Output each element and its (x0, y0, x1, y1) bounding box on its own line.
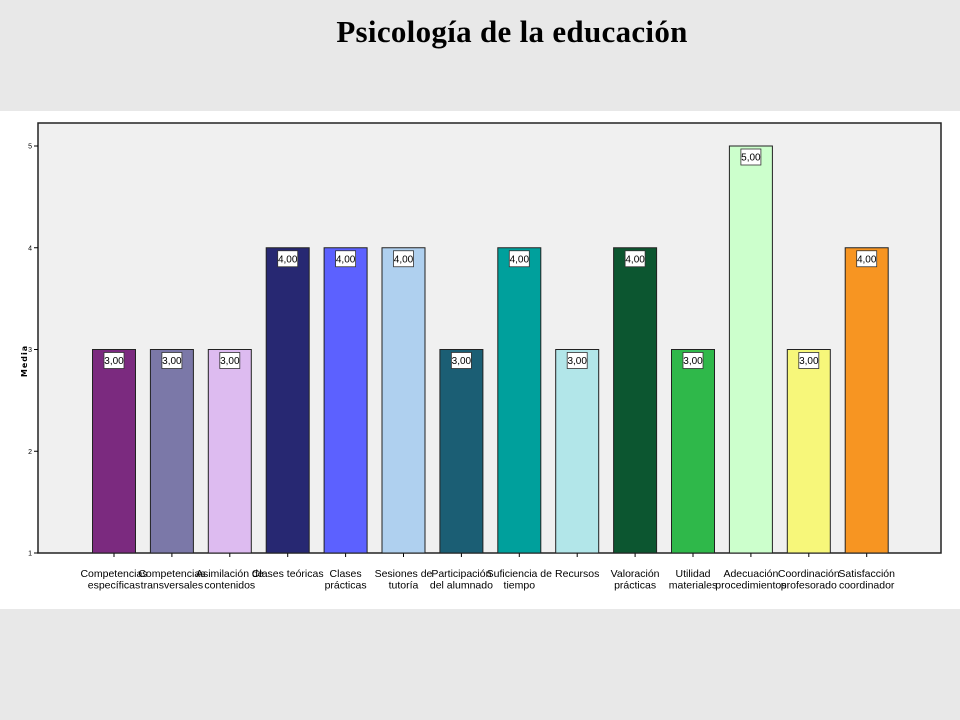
value-label-box (566, 352, 588, 369)
value-label-box (219, 352, 241, 369)
bar (728, 145, 773, 554)
category-label: Sesiones de tutoría (375, 568, 433, 592)
bar (207, 349, 252, 554)
y-tick-label: 5 (28, 144, 32, 151)
y-axis-label: Media (20, 345, 29, 377)
bar-chart: 1 2 3 4 5 3,00 Competencias específicas 3,00 Com… (20, 122, 942, 592)
value-label: 4,00 (394, 254, 414, 265)
bar (613, 247, 658, 554)
value-label: 3,00 (683, 356, 703, 367)
value-label: 4,00 (857, 254, 877, 265)
category-label: Competencias transversales (138, 568, 205, 592)
value-label: 4,00 (625, 254, 645, 265)
value-label-box (335, 250, 357, 268)
value-label-box (798, 352, 820, 369)
bar (381, 247, 426, 554)
slide-title: Psicología de la educación (336, 14, 688, 49)
value-label: 3,00 (567, 356, 587, 367)
bar (497, 247, 542, 554)
category-label: Participación del alumnado (430, 568, 493, 592)
bar (265, 247, 310, 554)
category-label: Valoración prácticas (611, 568, 660, 592)
value-label-box (740, 148, 762, 166)
bar (439, 349, 484, 554)
value-label-box (508, 250, 530, 268)
bar (844, 247, 889, 554)
value-label: 3,00 (452, 356, 472, 367)
category-label: Clases teóricas (252, 568, 324, 580)
y-tick-label: 2 (28, 449, 32, 456)
category-label: Utilidad materiales (669, 568, 717, 592)
bar (786, 349, 831, 554)
y-tick-label: 4 (28, 245, 32, 252)
bar (323, 247, 368, 554)
y-tick-label: 3 (28, 347, 32, 354)
value-label-box (103, 352, 125, 369)
value-label: 3,00 (220, 356, 240, 367)
bar (92, 349, 136, 554)
category-label: Adecuación procedimientos (715, 568, 786, 592)
value-label-box (277, 250, 299, 268)
value-label: 3,00 (104, 356, 124, 367)
value-label-box (393, 250, 414, 268)
y-tick-label: 1 (28, 551, 32, 558)
bar (149, 349, 194, 554)
value-label: 3,00 (799, 356, 819, 367)
value-label: 4,00 (336, 254, 356, 265)
bar (671, 349, 715, 554)
value-label: 3,00 (162, 356, 182, 367)
category-label: Suficiencia de tiempo (487, 568, 553, 592)
value-label-box (161, 352, 183, 369)
bar (555, 349, 600, 554)
chart-panel: 1 2 3 4 5 3,00 Competencias específicas 3,00 Com… (0, 111, 960, 609)
value-label-box (624, 250, 646, 268)
value-label: 5,00 (741, 153, 761, 164)
category-label: Satisfacción coordinador (838, 568, 895, 592)
value-label-box (450, 352, 472, 369)
value-label-box (682, 352, 704, 369)
category-label: Clases prácticas (325, 568, 367, 592)
value-label: 4,00 (278, 254, 298, 265)
value-label: 4,00 (510, 254, 530, 265)
category-label: Recursos (555, 568, 599, 580)
category-label: Coordinación profesorado (778, 568, 840, 592)
category-label: Competencias específicas (80, 568, 147, 592)
category-label: Asimilación de contenidos (196, 568, 264, 592)
value-label-box (856, 250, 878, 268)
